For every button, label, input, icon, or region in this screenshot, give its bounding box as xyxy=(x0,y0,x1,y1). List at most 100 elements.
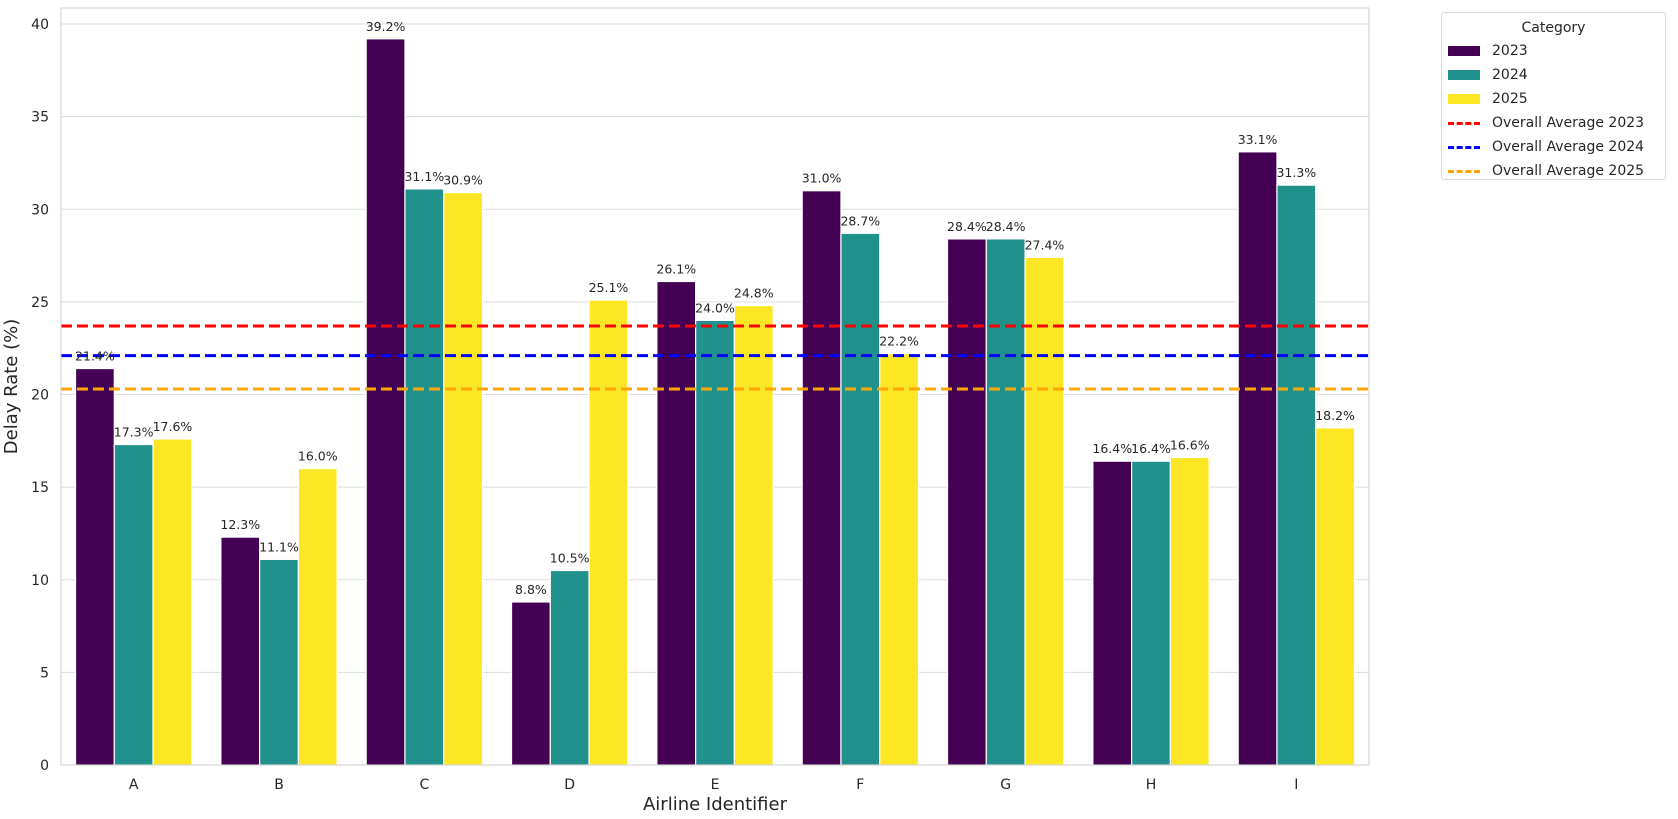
legend-title: Category xyxy=(1521,20,1586,36)
plot-frame xyxy=(60,7,1370,766)
x-tick-label: A xyxy=(129,777,139,793)
bar-value-label: 11.1% xyxy=(259,539,299,554)
bar-2024-A xyxy=(113,443,154,766)
bar-value-label: 12.3% xyxy=(220,517,260,532)
bar-2024-G xyxy=(985,238,1026,766)
bar-value-label: 24.8% xyxy=(734,286,774,301)
y-tick-label: 40 xyxy=(31,17,49,33)
bars xyxy=(74,38,1356,766)
bar-value-label: 10.5% xyxy=(550,550,590,565)
bar-value-label: 17.6% xyxy=(153,419,193,434)
x-tick-label: F xyxy=(856,777,864,793)
bar-value-label: 24.0% xyxy=(695,300,735,315)
legend-item-avg-2024: Overall Average 2024 xyxy=(1442,135,1665,159)
bar-value-label: 33.1% xyxy=(1238,132,1278,147)
bar-2023-E xyxy=(656,280,697,766)
bar-2024-E xyxy=(695,319,735,766)
legend-item-avg-2023: Overall Average 2023 xyxy=(1442,111,1665,135)
y-tick-label: 10 xyxy=(31,573,49,589)
legend-swatch-2024 xyxy=(1448,70,1480,80)
bar-2025-A xyxy=(152,438,193,766)
x-tick-label: D xyxy=(564,777,575,793)
bar-2025-G xyxy=(1024,256,1065,766)
bar-2024-H xyxy=(1131,460,1171,766)
bar-value-label: 16.4% xyxy=(1131,441,1171,456)
bar-2025-H xyxy=(1169,456,1210,766)
x-tick-label: H xyxy=(1146,777,1157,793)
legend-item-2025: 2025 xyxy=(1442,87,1665,111)
bar-2025-F xyxy=(879,353,920,766)
reference-lines xyxy=(61,324,1369,391)
legend-item-avg-2025: Overall Average 2025 xyxy=(1442,159,1665,183)
y-axis-label: Delay Rate (%) xyxy=(1,319,22,454)
legend-label: Overall Average 2024 xyxy=(1492,139,1645,155)
legend-swatch-2023 xyxy=(1448,46,1480,56)
bar-value-label: 8.8% xyxy=(515,582,547,597)
y-tick-label: 25 xyxy=(31,295,49,311)
bar-2025-I xyxy=(1315,427,1356,766)
bar-value-label: 16.4% xyxy=(1092,441,1132,456)
legend-item-2023: 2023 xyxy=(1442,39,1665,63)
bar-value-label: 30.9% xyxy=(443,173,483,188)
y-tick-label: 15 xyxy=(31,480,49,496)
bar-2024-I xyxy=(1276,184,1317,766)
bar-2025-C xyxy=(443,191,484,766)
y-tick-label: 35 xyxy=(31,110,49,126)
bar-value-label: 28.7% xyxy=(840,213,880,228)
legend-label: 2025 xyxy=(1492,91,1528,107)
bar-2024-B xyxy=(259,558,299,766)
y-tick-label: 5 xyxy=(40,665,49,681)
bar-value-label: 31.1% xyxy=(404,169,444,184)
y-axis-ticks: 0 5 10 15 20 25 30 35 40 xyxy=(31,17,49,774)
bar-2023-C xyxy=(365,38,406,766)
bar-value-label: 28.4% xyxy=(986,219,1026,234)
legend-label: 2023 xyxy=(1492,43,1528,59)
legend-label: 2024 xyxy=(1492,67,1528,83)
bar-value-label: 16.6% xyxy=(1170,437,1210,452)
bar-value-label: 22.2% xyxy=(879,334,919,349)
bar-2023-B xyxy=(220,536,261,766)
bar-value-label: 21.4% xyxy=(75,349,115,364)
bar-2023-D xyxy=(510,601,551,766)
y-tick-label: 20 xyxy=(31,388,49,404)
bar-2023-I xyxy=(1237,151,1278,766)
x-axis-ticks: A B C D E F G H I xyxy=(129,777,1299,793)
bar-2023-H xyxy=(1092,460,1133,766)
bar-value-label: 27.4% xyxy=(1025,237,1065,252)
bar-value-label: 16.0% xyxy=(298,449,338,464)
bar-2024-D xyxy=(549,569,590,766)
x-axis-label: Airline Identifier xyxy=(643,794,788,815)
y-tick-label: 30 xyxy=(31,202,49,218)
y-tick-label: 0 xyxy=(40,758,49,774)
legend-dash-avg-2024 xyxy=(1448,145,1480,149)
x-tick-label: B xyxy=(274,777,284,793)
legend-label: Overall Average 2023 xyxy=(1492,115,1645,131)
x-tick-label: C xyxy=(419,777,429,793)
legend-dash-avg-2025 xyxy=(1448,169,1480,173)
legend-item-2024: 2024 xyxy=(1442,63,1665,87)
bar-value-label: 31.3% xyxy=(1276,165,1316,180)
x-tick-label: E xyxy=(711,777,720,793)
bar-value-label: 18.2% xyxy=(1315,408,1355,423)
bar-value-label: 26.1% xyxy=(656,261,696,276)
bar-value-label: 28.4% xyxy=(947,219,987,234)
bar-value-label: 31.0% xyxy=(802,171,842,186)
bar-2025-D xyxy=(588,299,629,766)
bar-2023-F xyxy=(801,190,842,766)
bar-labels: 21.4% 17.3% 17.6% 12.3% 11.1% 16.0% 39.2% 31.1%… xyxy=(75,19,1355,597)
x-tick-label: G xyxy=(1000,777,1011,793)
bar-2025-B xyxy=(297,468,338,766)
bar-value-label: 25.1% xyxy=(589,280,629,295)
x-tick-label: I xyxy=(1294,777,1298,793)
legend-dash-avg-2023 xyxy=(1448,121,1480,125)
legend: Category 2023 2024 2025 Overall Average … xyxy=(1441,12,1666,180)
bar-2024-F xyxy=(840,232,881,766)
bar-value-label: 17.3% xyxy=(114,425,154,440)
legend-swatch-2025 xyxy=(1448,94,1480,104)
bar-2025-E xyxy=(733,304,774,766)
bar-2023-A xyxy=(74,367,115,766)
bar-2023-G xyxy=(946,238,987,766)
bar-value-label: 39.2% xyxy=(366,19,406,34)
bar-2024-C xyxy=(404,188,445,766)
